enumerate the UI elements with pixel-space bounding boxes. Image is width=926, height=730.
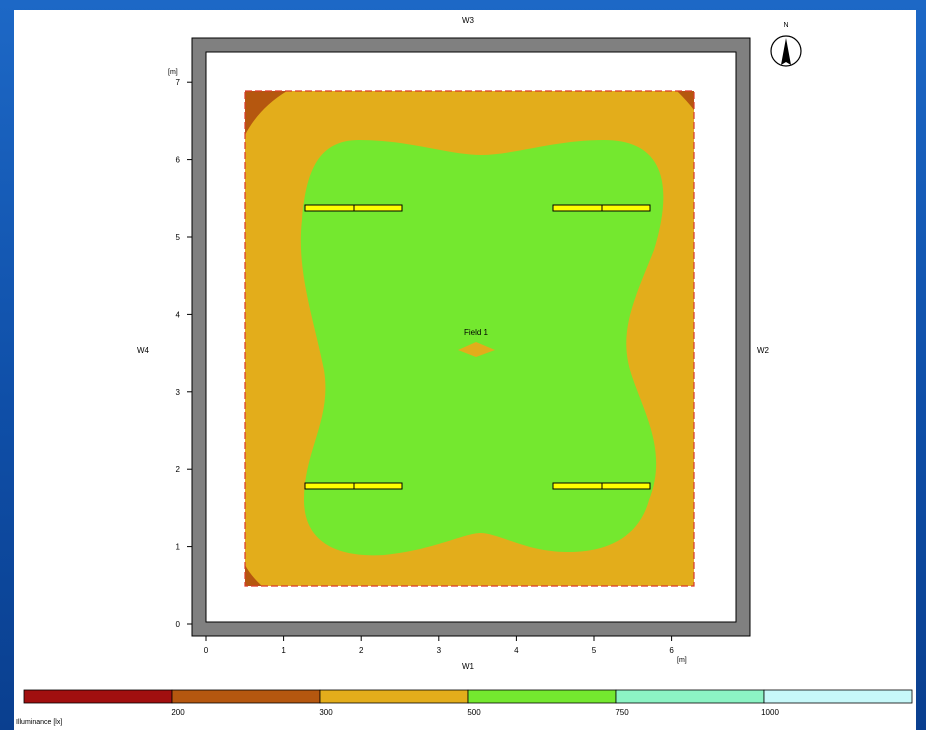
field-label: Field 1 — [464, 328, 489, 337]
zone-200-300-nw — [245, 91, 287, 135]
x-tick-label: 5 — [592, 646, 597, 655]
y-tick-label: 3 — [176, 388, 181, 397]
y-tick-label: 4 — [176, 310, 181, 319]
luminaire-ne — [552, 204, 651, 212]
calculation-field — [244, 90, 695, 587]
y-tick-label: 2 — [176, 465, 181, 474]
x-ticks: 0 1 2 3 4 5 6 — [204, 636, 674, 655]
x-axis: [m] 0 1 2 3 4 5 6 — [204, 636, 687, 664]
legend-swatch — [763, 689, 913, 704]
compass-rose: N — [770, 22, 802, 67]
field-border — [244, 90, 695, 587]
wall-label-north: W3 — [462, 16, 475, 25]
wall-label-south: W1 — [462, 662, 475, 671]
x-tick-label: 0 — [204, 646, 209, 655]
zone-200-300-sw — [245, 565, 262, 586]
legend-swatch — [171, 689, 321, 704]
legend-threshold-label: 1000 — [761, 708, 779, 717]
legend-threshold-label: 500 — [467, 708, 481, 717]
legend-swatch — [615, 689, 765, 704]
x-tick-label: 1 — [281, 646, 286, 655]
compass-north-label: N — [783, 22, 788, 29]
luminaires — [304, 204, 651, 490]
legend-swatch — [467, 689, 617, 704]
x-axis-unit: [m] — [677, 657, 687, 664]
legend-threshold-label: 300 — [319, 708, 333, 717]
north-arrow-icon — [781, 38, 791, 65]
illuminance-isoline-plan: Field 1 W3 W2 W1 W4 N [m] 0 1 2 3 4 5 6 7 [m] 0… — [16, 16, 913, 726]
legend-swatch — [319, 689, 469, 704]
y-ticks: 0 1 2 3 4 5 6 7 — [176, 78, 192, 629]
x-tick-label: 3 — [437, 646, 442, 655]
x-tick-label: 2 — [359, 646, 364, 655]
legend-title: Illuminance [lx] — [16, 719, 62, 726]
legend-threshold-label: 200 — [171, 708, 185, 717]
luminaire-nw — [304, 204, 403, 212]
y-axis: [m] 0 1 2 3 4 5 6 7 — [168, 69, 192, 629]
x-tick-label: 6 — [669, 646, 674, 655]
illuminance-legend: 200 300 500 750 1000 — [23, 689, 913, 717]
zone-200-300-ne — [677, 91, 694, 110]
lighting-plan-panel: Field 1 W3 W2 W1 W4 N [m] 0 1 2 3 4 5 6 7 [m] 0… — [14, 10, 916, 730]
y-tick-label: 6 — [176, 156, 181, 165]
x-tick-label: 4 — [514, 646, 519, 655]
y-tick-label: 0 — [176, 620, 181, 629]
luminaire-se — [552, 482, 651, 490]
y-tick-label: 5 — [176, 233, 181, 242]
y-tick-label: 7 — [176, 78, 181, 87]
luminaire-sw — [304, 482, 403, 490]
legend-swatch — [23, 689, 173, 704]
y-axis-unit: [m] — [168, 69, 178, 76]
legend-threshold-label: 750 — [615, 708, 629, 717]
wall-label-west: W4 — [137, 346, 150, 355]
y-tick-label: 1 — [176, 543, 181, 552]
zone-300-500-center — [458, 342, 495, 357]
wall-label-east: W2 — [757, 346, 770, 355]
